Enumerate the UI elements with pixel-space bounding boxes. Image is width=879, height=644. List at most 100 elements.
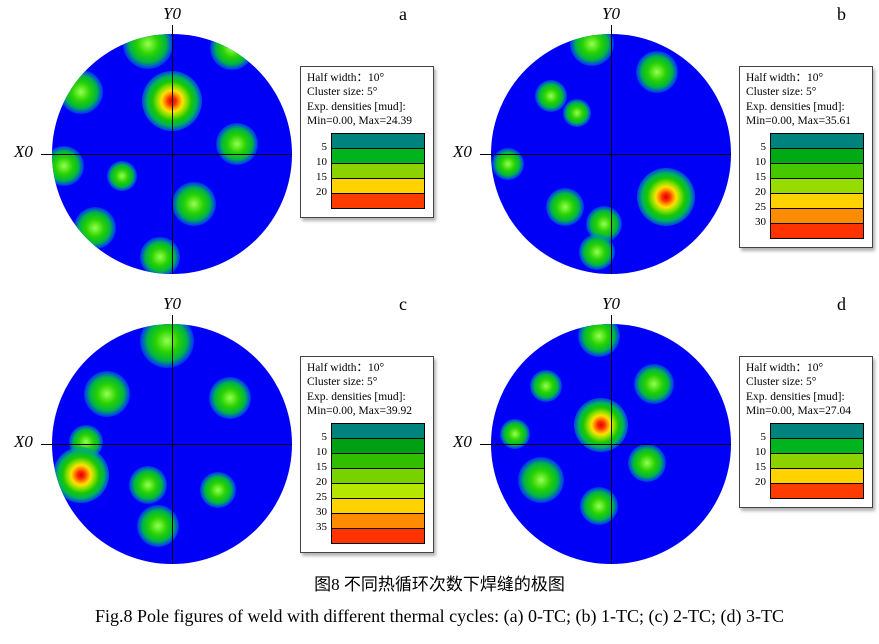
legend-box: Half width：10° Cluster size: 5° Exp. den…	[300, 356, 434, 553]
color-scale-label: 5	[760, 140, 767, 153]
color-scale-label: 10	[755, 155, 766, 168]
density-spot	[123, 34, 173, 69]
color-scale-band	[332, 482, 424, 498]
pole-figure-panel: Y0 a X0 Half width：10° Cluster size: 5° …	[0, 0, 439, 290]
color-scale-band	[332, 133, 424, 148]
color-scale-band	[332, 512, 424, 528]
horizontal-axis-line	[41, 154, 292, 155]
color-scale-label: 30	[755, 215, 766, 228]
x-axis-label: X0	[14, 432, 33, 451]
legend-cluster-size: Cluster size: 5°	[746, 376, 817, 389]
density-spot	[546, 187, 585, 226]
density-spot	[58, 69, 103, 114]
color-scale-band	[332, 467, 424, 483]
legend-half-width: Half width：10°	[746, 362, 824, 374]
color-scale-label: 15	[755, 170, 766, 183]
color-scale-label: 30	[316, 505, 327, 518]
color-scale-label: 15	[316, 170, 327, 183]
density-spot-max	[574, 397, 629, 452]
y-axis-label: Y0	[602, 294, 620, 313]
density-spot	[129, 465, 167, 504]
color-scale-band	[332, 162, 424, 178]
density-spot	[628, 444, 666, 483]
vertical-axis-line	[611, 315, 612, 564]
color-scale-band	[332, 527, 424, 543]
color-scale-bar	[770, 422, 864, 499]
color-scale-label: 35	[316, 520, 327, 533]
color-scale-bar	[331, 132, 425, 209]
color-scale-band	[771, 162, 863, 178]
pole-figure-panel: Y0 b X0 Half width：10° Cluster size: 5° …	[439, 0, 878, 290]
color-scale-band	[332, 423, 424, 438]
density-spot	[530, 370, 563, 403]
density-spot	[215, 123, 258, 166]
horizontal-axis-line	[41, 444, 292, 445]
density-spot	[569, 34, 614, 66]
legend-cluster-size: Cluster size: 5°	[307, 376, 378, 389]
color-scale-label: 10	[316, 155, 327, 168]
vertical-axis-line	[172, 25, 173, 274]
color-scale: 5 10 15 20 25 30	[755, 132, 866, 239]
density-spot	[199, 471, 236, 508]
density-spot	[535, 80, 567, 113]
density-spot	[491, 147, 524, 180]
color-scale-band	[771, 452, 863, 468]
legend-cluster-size: Cluster size: 5°	[746, 86, 817, 99]
legend-half-width: Half width：10°	[746, 72, 824, 84]
vertical-axis-line	[172, 315, 173, 564]
legend-densities-label: Exp. densities [mud]:	[746, 100, 845, 113]
color-scale-label: 20	[316, 185, 327, 198]
density-spot	[106, 160, 137, 191]
panel-letter: c	[399, 294, 407, 314]
horizontal-axis-line	[480, 444, 731, 445]
panel-letter: b	[837, 4, 846, 24]
y-axis-label: Y0	[163, 294, 181, 313]
color-scale-band	[771, 192, 863, 208]
color-scale-label: 5	[321, 430, 328, 443]
figure-row-top: Y0 a X0 Half width：10° Cluster size: 5° …	[0, 0, 879, 290]
legend-densities-label: Exp. densities [mud]:	[307, 390, 406, 403]
color-scale-band	[332, 177, 424, 193]
x-axis-label: X0	[453, 432, 472, 451]
density-spot	[74, 207, 117, 250]
pole-figure-panel: Y0 d X0 Half width：10° Cluster size: 5° …	[439, 290, 878, 580]
color-scale-bar	[331, 422, 425, 544]
x-axis-label: X0	[14, 142, 33, 161]
legend-box: Half width：10° Cluster size: 5° Exp. den…	[300, 66, 434, 218]
density-spot	[578, 234, 615, 271]
legend-half-width: Half width：10°	[307, 72, 385, 84]
legend-min-max: Min=0.00, Max=24.39	[307, 115, 412, 128]
legend-box: Half width：10° Cluster size: 5° Exp. den…	[739, 356, 873, 508]
color-scale-band	[771, 482, 863, 498]
legend-densities-label: Exp. densities [mud]:	[307, 100, 406, 113]
panel-letter: d	[837, 294, 846, 314]
density-spot	[580, 487, 618, 526]
figure-row-bottom: Y0 c X0 Half width：10° Cluster size: 5° …	[0, 290, 879, 580]
pole-figure-plot	[480, 315, 731, 564]
legend-min-max: Min=0.00, Max=27.04	[746, 405, 851, 418]
color-scale-band	[332, 192, 424, 208]
color-scale-band	[771, 177, 863, 193]
y-axis-label: Y0	[163, 4, 181, 23]
figure-8: Y0 a X0 Half width：10° Cluster size: 5° …	[0, 0, 879, 580]
color-scale-label: 15	[316, 460, 327, 473]
color-scale: 5 10 15 20	[316, 132, 427, 209]
density-spot	[140, 237, 180, 274]
panel-letter: a	[399, 4, 407, 24]
legend-box: Half width：10° Cluster size: 5° Exp. den…	[739, 66, 873, 248]
color-scale-label: 25	[755, 200, 766, 213]
density-spot-max	[52, 447, 109, 504]
color-scale-band	[771, 207, 863, 223]
y-axis-label: Y0	[602, 4, 620, 23]
density-spot	[136, 504, 179, 547]
legend-min-max: Min=0.00, Max=39.92	[307, 405, 412, 418]
legend-cluster-size: Cluster size: 5°	[307, 86, 378, 99]
pole-figure-panel: Y0 c X0 Half width：10° Cluster size: 5° …	[0, 290, 439, 580]
density-spot	[563, 99, 592, 128]
density-spot	[634, 364, 675, 404]
color-scale-band	[771, 467, 863, 483]
color-scale-band	[771, 147, 863, 163]
pole-figure-plot	[480, 25, 731, 274]
color-scale-band	[771, 222, 863, 238]
pole-figure-plot	[41, 315, 292, 564]
